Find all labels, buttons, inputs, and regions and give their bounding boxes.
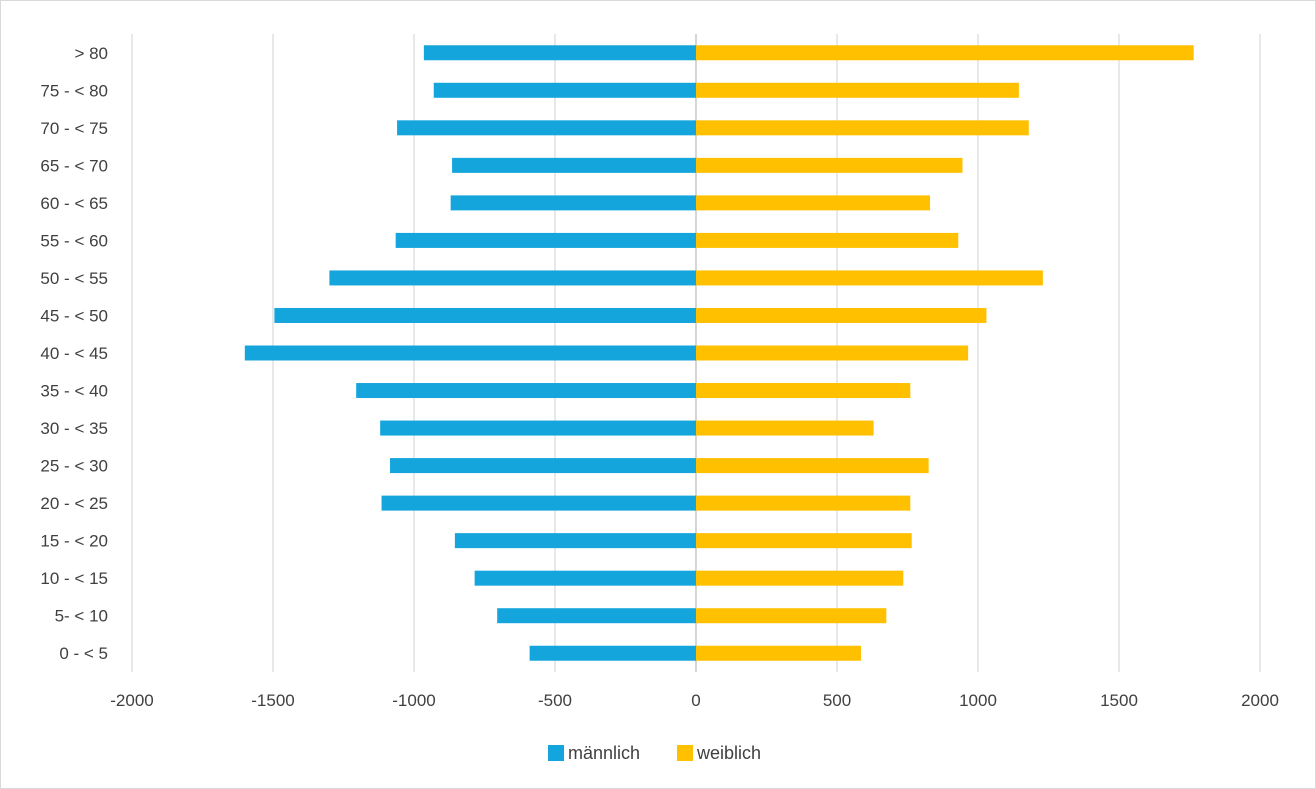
y-tick-label: 35 - < 40 <box>40 382 108 401</box>
legend: männlich weiblich <box>548 743 761 763</box>
legend-swatch-weiblich <box>677 745 693 761</box>
bar-weiblich <box>696 157 963 173</box>
x-tick-label: 0 <box>691 691 700 710</box>
bar-weiblich <box>696 270 1043 286</box>
y-tick-label: 20 - < 25 <box>40 494 108 513</box>
y-tick-label: 15 - < 20 <box>40 532 108 551</box>
y-tick-label: 55 - < 60 <box>40 231 108 250</box>
bar-weiblich <box>696 570 904 586</box>
y-tick-label: 50 - < 55 <box>40 269 108 288</box>
bar-weiblich <box>696 383 911 399</box>
legend-swatch-maennlich <box>548 745 564 761</box>
bar-weiblich <box>696 120 1029 136</box>
bar-weiblich <box>696 645 861 661</box>
y-axis-tick-labels: 0 - < 5 5- < 10 10 - < 15 15 - < 20 20 - < 2… <box>40 44 108 663</box>
x-tick-label: -2000 <box>110 691 153 710</box>
bar-maennlich <box>390 458 696 474</box>
y-tick-label: > 80 <box>74 44 108 63</box>
bar-maennlich <box>529 645 696 661</box>
bar-weiblich <box>696 495 911 511</box>
x-tick-label: 1500 <box>1100 691 1138 710</box>
y-tick-label: 45 - < 50 <box>40 306 108 325</box>
bar-maennlich <box>381 495 696 511</box>
bar-weiblich <box>696 82 1019 98</box>
bars <box>244 45 1194 661</box>
bar-weiblich <box>696 232 959 248</box>
bar-maennlich <box>395 232 696 248</box>
x-axis-tick-labels: -2000 -1500 -1000 -500 0 500 1000 1500 2000 <box>110 691 1279 710</box>
bar-maennlich <box>474 570 696 586</box>
bar-maennlich <box>329 270 696 286</box>
y-tick-label: 30 - < 35 <box>40 419 108 438</box>
bar-weiblich <box>696 608 887 624</box>
bar-maennlich <box>244 345 697 361</box>
y-tick-label: 75 - < 80 <box>40 81 108 100</box>
y-tick-label: 5- < 10 <box>55 607 108 626</box>
y-tick-label: 60 - < 65 <box>40 194 108 213</box>
bar-maennlich <box>433 82 696 98</box>
x-tick-label: 2000 <box>1241 691 1279 710</box>
bar-weiblich <box>696 345 969 361</box>
bar-maennlich <box>454 533 696 549</box>
bar-maennlich <box>380 420 696 436</box>
x-tick-label: -1500 <box>251 691 294 710</box>
bar-maennlich <box>452 157 696 173</box>
bar-maennlich <box>423 45 696 61</box>
y-tick-label: 10 - < 15 <box>40 569 108 588</box>
bar-maennlich <box>497 608 696 624</box>
y-tick-label: 65 - < 70 <box>40 156 108 175</box>
bar-maennlich <box>450 195 696 211</box>
y-tick-label: 25 - < 30 <box>40 457 108 476</box>
y-tick-label: 0 - < 5 <box>59 644 108 663</box>
bar-weiblich <box>696 420 874 436</box>
bar-weiblich <box>696 307 987 323</box>
x-tick-label: 500 <box>823 691 851 710</box>
legend-label-maennlich: männlich <box>568 743 640 763</box>
x-tick-label: 1000 <box>959 691 997 710</box>
bar-weiblich <box>696 195 931 211</box>
bar-maennlich <box>274 307 696 323</box>
bar-weiblich <box>696 45 1194 61</box>
bar-maennlich <box>356 383 696 399</box>
y-tick-label: 40 - < 45 <box>40 344 108 363</box>
bar-weiblich <box>696 458 929 474</box>
legend-label-weiblich: weiblich <box>696 743 761 763</box>
x-tick-label: -500 <box>538 691 572 710</box>
x-tick-label: -1000 <box>392 691 435 710</box>
bar-weiblich <box>696 533 912 549</box>
y-tick-label: 70 - < 75 <box>40 119 108 138</box>
bar-maennlich <box>397 120 696 136</box>
